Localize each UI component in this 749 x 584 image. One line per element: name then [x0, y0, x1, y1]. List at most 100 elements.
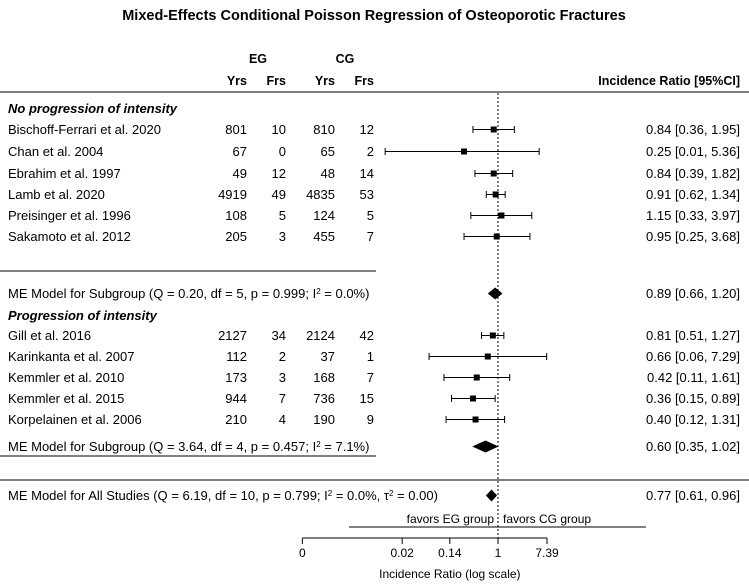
eg-frs-value: 49 [272, 187, 286, 202]
point-estimate [490, 126, 497, 133]
ci-text: 0.36 [0.15, 0.89] [646, 391, 740, 406]
study-label: Ebrahim et al. 1997 [8, 166, 121, 181]
axis-tick-label: 1 [495, 546, 502, 560]
cg-yrs-value: 48 [321, 166, 335, 181]
cg-frs-value: 5 [367, 208, 374, 223]
eg-yrs-value: 108 [225, 208, 247, 223]
x-axis: favors EG group favors CG group 0 0.02 0.14 1… [299, 93, 646, 581]
chart-title: Mixed-Effects Conditional Poisson Regres… [122, 8, 626, 24]
eg-frs-value: 3 [279, 229, 286, 244]
cg-yrs-value: 4835 [306, 187, 335, 202]
eg-yrs-value: 112 [226, 349, 247, 364]
subgroup-model-label: ME Model for Subgroup (Q = 0.20, df = 5,… [8, 286, 369, 301]
ci-text: 0.91 [0.62, 1.34] [646, 187, 740, 202]
study-label: Sakamoto et al. 2012 [8, 229, 131, 244]
point-estimate [469, 395, 476, 402]
cg-frs-value: 15 [360, 391, 374, 406]
study-label: Korpelainen et al. 2006 [8, 412, 142, 427]
axis-tick-label: 0 [299, 546, 306, 560]
eg-yrs-value: 205 [225, 229, 247, 244]
subgroup-summary-diamond [472, 440, 499, 453]
ci-text: 0.66 [0.06, 7.29] [646, 349, 740, 364]
axis-tick-label: 7.39 [535, 546, 559, 560]
study-rows: Bischoff-Ferrari et al. 2020 801 10 810 12 0.… [8, 122, 740, 503]
axis-title: Incidence Ratio (log scale) [379, 567, 520, 581]
study-label: Lamb et al. 2020 [8, 187, 105, 202]
cg-frs-value: 14 [360, 166, 374, 181]
subgroup-label: Progression of intensity [8, 308, 158, 323]
cg-yrs-value: 124 [313, 208, 335, 223]
ci-text: 0.84 [0.36, 1.95] [646, 122, 740, 137]
point-estimate [490, 170, 497, 177]
point-estimate [473, 374, 480, 381]
cg-frs-value: 7 [367, 370, 374, 385]
point-estimate [461, 148, 468, 155]
ci-text: 0.84 [0.39, 1.82] [646, 166, 740, 181]
cg-group-header: CG [336, 52, 355, 66]
ci-text: 0.60 [0.35, 1.02] [646, 439, 740, 454]
cg-yrs-value: 190 [313, 412, 335, 427]
point-estimate [484, 353, 491, 360]
cg-yrs-value: 810 [313, 122, 335, 137]
ci-column-header: Incidence Ratio [95%CI] [598, 74, 740, 88]
cg-yrs-value: 736 [313, 391, 335, 406]
cg-frs-value: 12 [360, 122, 374, 137]
point-estimate [492, 191, 499, 198]
cg-yrs-value: 168 [313, 370, 335, 385]
eg-frs-value: 3 [279, 370, 286, 385]
point-estimate [489, 332, 496, 339]
eg-yrs-value: 210 [225, 412, 247, 427]
cg-frs-value: 53 [360, 187, 374, 202]
overall-summary-diamond [485, 489, 497, 502]
study-label: Chan et al. 2004 [8, 144, 103, 159]
eg-group-header: EG [249, 52, 267, 66]
axis-tick-label: 0.14 [438, 546, 462, 560]
cg-yrs-value: 455 [313, 229, 335, 244]
eg-yrs-value: 4919 [218, 187, 247, 202]
eg-yrs-value: 49 [233, 166, 247, 181]
cg-frs-value: 9 [367, 412, 374, 427]
cg-frs-header: Frs [355, 74, 375, 88]
cg-yrs-value: 2124 [306, 328, 335, 343]
study-label: Bischoff-Ferrari et al. 2020 [8, 122, 161, 137]
ci-text: 0.42 [0.11, 1.61] [647, 370, 740, 385]
eg-frs-header: Frs [267, 74, 287, 88]
eg-frs-value: 7 [279, 391, 286, 406]
study-label: Karinkanta et al. 2007 [8, 349, 134, 364]
ci-text: 0.95 [0.25, 3.68] [646, 229, 740, 244]
cg-frs-value: 42 [360, 328, 374, 343]
ci-text: 0.89 [0.66, 1.20] [646, 286, 740, 301]
favors-right-label: favors CG group [503, 512, 591, 526]
cg-yrs-header: Yrs [315, 74, 335, 88]
eg-frs-value: 12 [272, 166, 286, 181]
eg-frs-value: 34 [272, 328, 286, 343]
cg-frs-value: 7 [367, 229, 374, 244]
eg-frs-value: 0 [279, 144, 286, 159]
ci-text: 0.81 [0.51, 1.27] [646, 328, 740, 343]
study-label: Gill et al. 2016 [8, 328, 91, 343]
point-estimate [493, 233, 500, 240]
eg-yrs-value: 801 [225, 122, 247, 137]
cg-frs-value: 2 [367, 144, 374, 159]
eg-frs-value: 10 [272, 122, 286, 137]
overall-model-label: ME Model for All Studies (Q = 6.19, df =… [8, 488, 438, 503]
eg-frs-value: 2 [279, 349, 286, 364]
subgroup-summary-diamond [487, 287, 503, 300]
eg-yrs-header: Yrs [227, 74, 247, 88]
study-label: Kemmler et al. 2010 [8, 370, 124, 385]
eg-frs-value: 5 [279, 208, 286, 223]
cg-yrs-value: 37 [321, 349, 335, 364]
favors-left-label: favors EG group [407, 512, 495, 526]
eg-frs-value: 4 [279, 412, 286, 427]
ci-text: 0.40 [0.12, 1.31] [646, 412, 740, 427]
eg-yrs-value: 173 [225, 370, 247, 385]
eg-yrs-value: 67 [233, 144, 247, 159]
ci-text: 0.77 [0.61, 0.96] [646, 488, 740, 503]
eg-yrs-value: 944 [225, 391, 247, 406]
cg-yrs-value: 65 [321, 144, 335, 159]
cg-frs-value: 1 [367, 349, 374, 364]
axis-tick-label: 0.02 [390, 546, 414, 560]
ci-text: 0.25 [0.01, 5.36] [646, 144, 740, 159]
study-label: Preisinger et al. 1996 [8, 208, 131, 223]
